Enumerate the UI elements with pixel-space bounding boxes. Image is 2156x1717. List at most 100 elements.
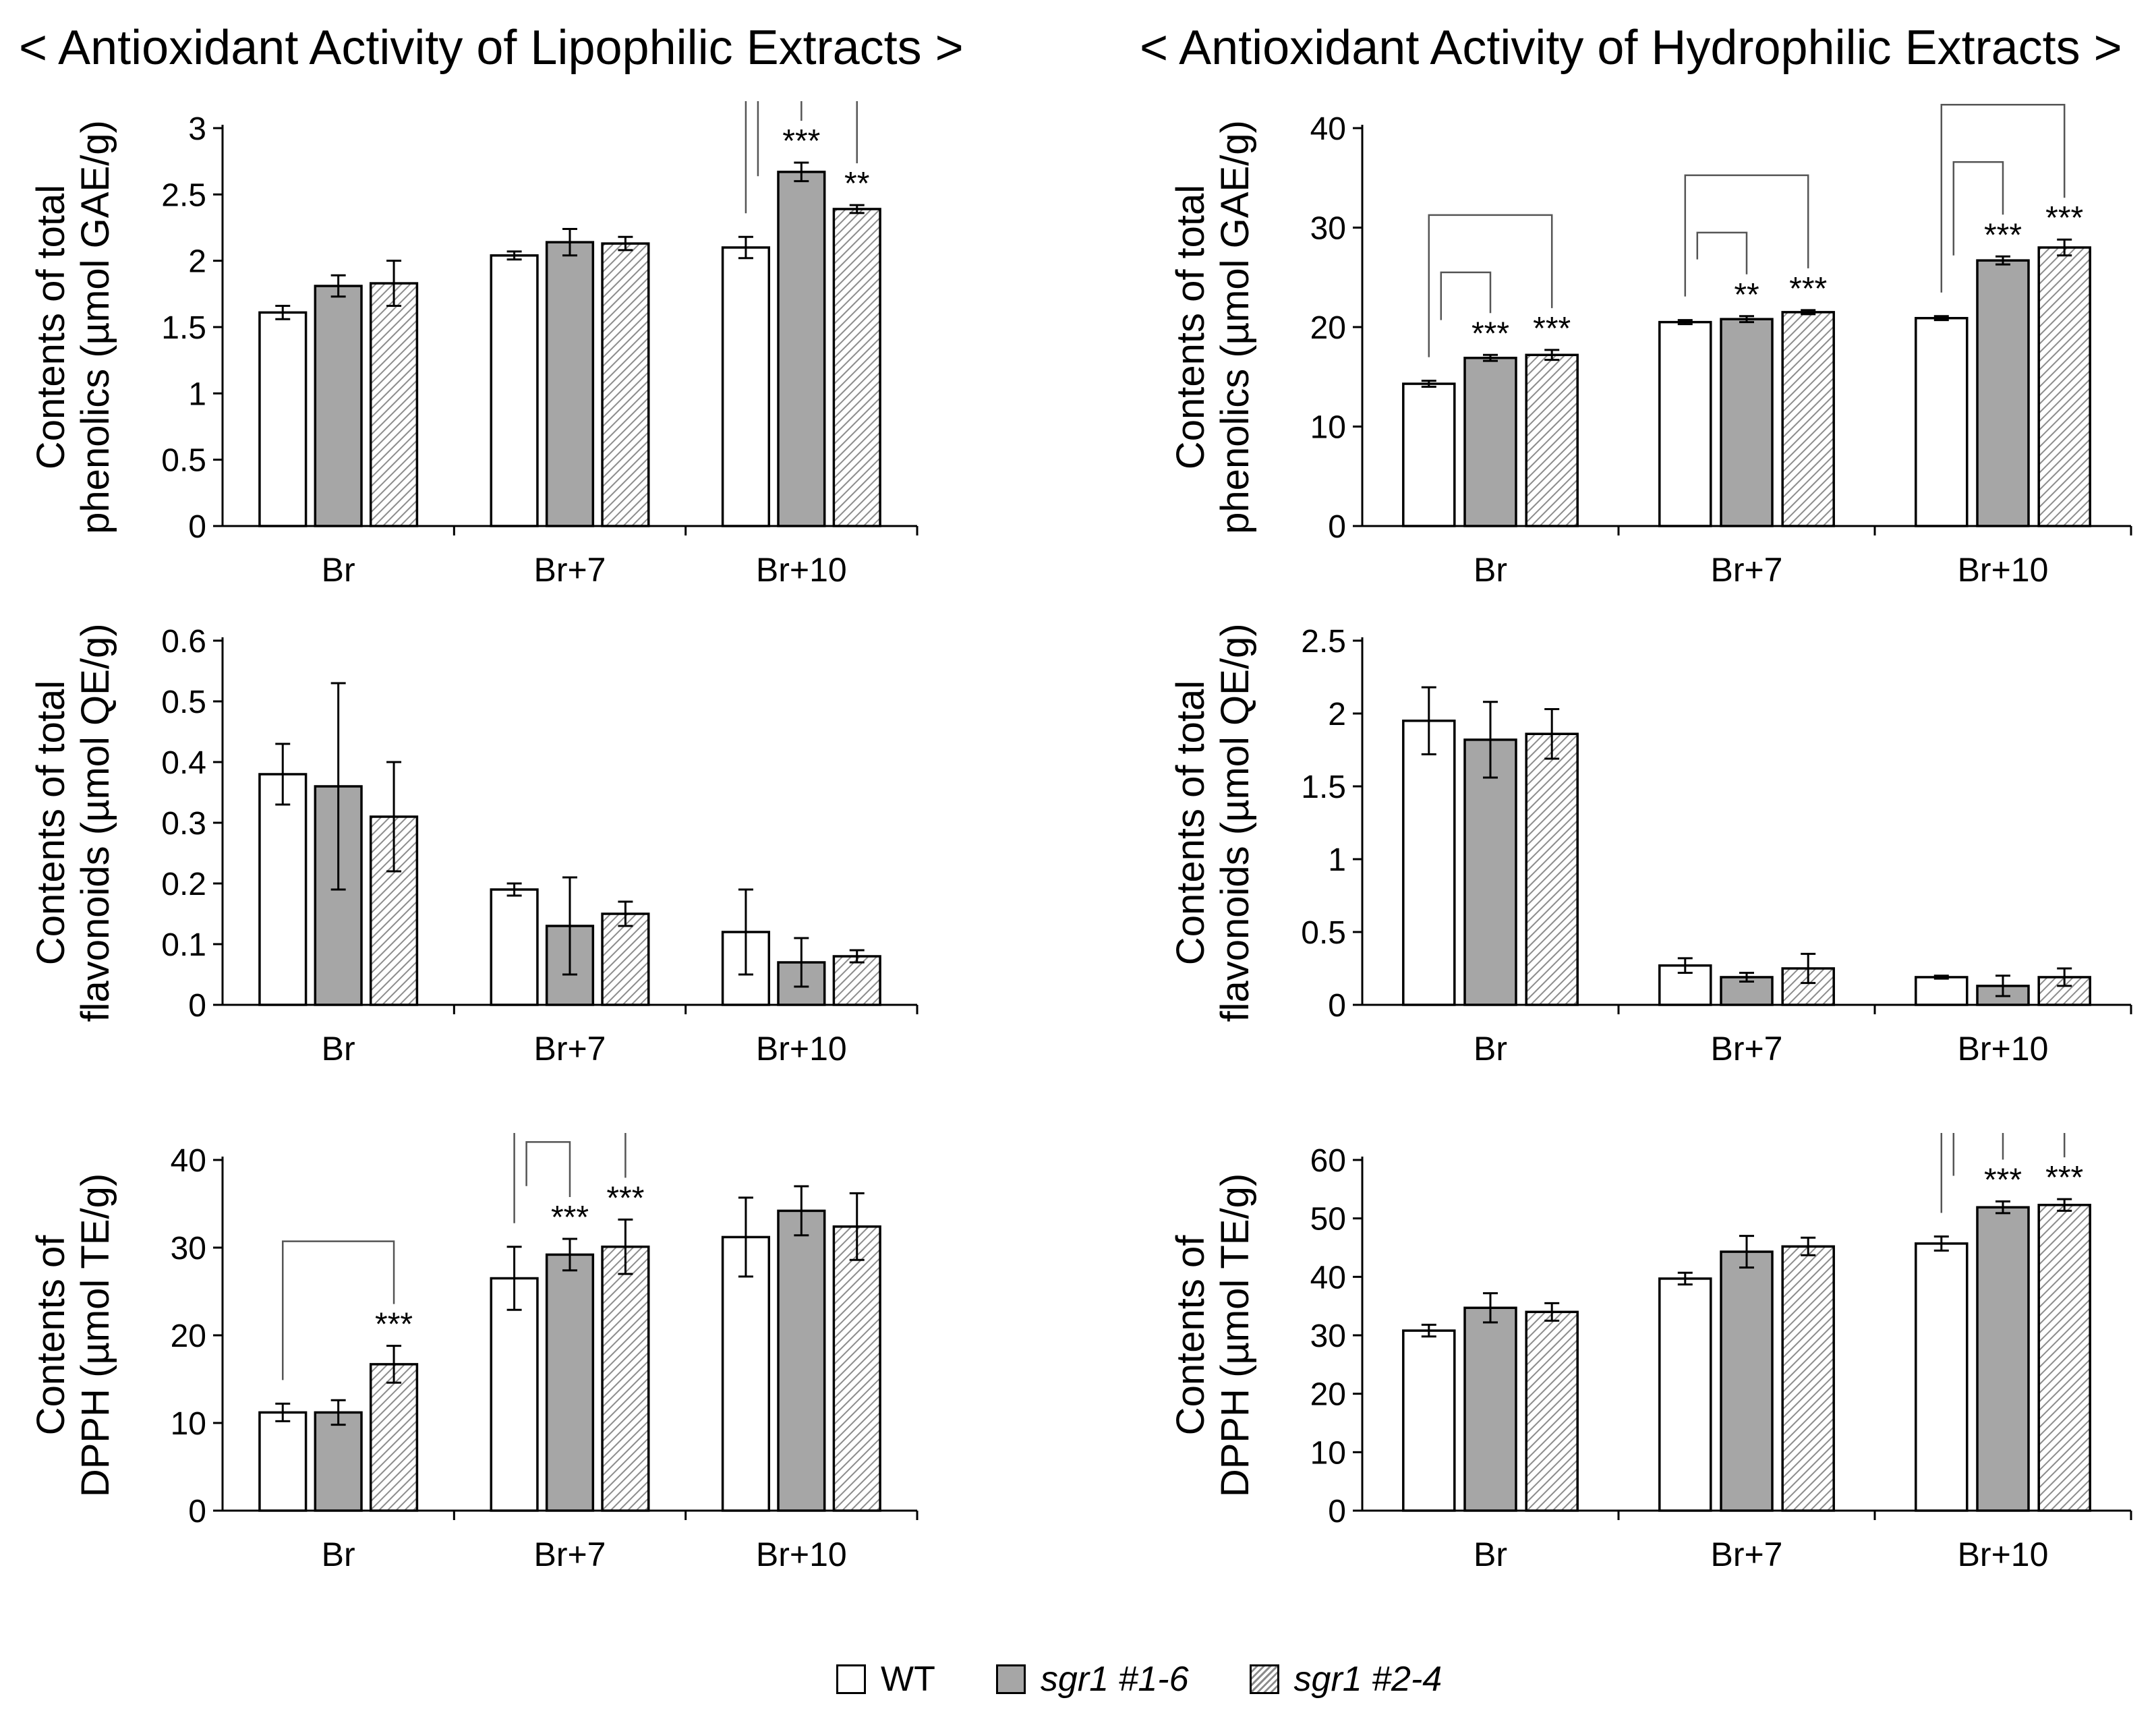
- y-axis-label-line: DPPH (µmol TE/g): [1213, 1173, 1257, 1497]
- error-bar: [849, 949, 865, 964]
- y-tick-label: 0.3: [161, 806, 206, 842]
- bar-sgr1-24-br: [1525, 1310, 1579, 1512]
- y-tick-label: 0.2: [161, 867, 206, 902]
- bar-wt-br: [1402, 720, 1456, 1006]
- bar-sgr1-16-brplus7: [545, 1253, 595, 1512]
- bar-sgr1-24-brplus7: [601, 912, 650, 1006]
- significance-bracket: [745, 101, 858, 214]
- legend-label-sgr1-16: sgr1 #1-6: [1040, 1660, 1189, 1699]
- y-tick-label: 0: [188, 1494, 206, 1530]
- error-bar: [1421, 686, 1436, 755]
- error-bar: [1995, 974, 2010, 997]
- bar-wt-brplus7: [1658, 1277, 1712, 1512]
- y-tick-label: 60: [1310, 1143, 1346, 1179]
- legend-label-wt: WT: [881, 1660, 935, 1699]
- x-tick-label: Br+7: [1710, 1030, 1782, 1068]
- error-bar: [1677, 957, 1693, 974]
- x-tick-label: Br: [1474, 1030, 1507, 1068]
- x-tick-label: Br+7: [533, 1030, 606, 1068]
- error-bar: [1933, 1235, 1949, 1252]
- error-bar: [1933, 315, 1949, 322]
- bar-sgr1-16-brplus10: [777, 171, 826, 527]
- bar-wt-brplus10: [721, 246, 771, 527]
- chart-svg-hydro-phenolics: Contents of totalphenolics (µmol GAE/g) 0…: [1169, 103, 2132, 589]
- error-bar: [275, 1402, 291, 1422]
- y-axis-label-line: Contents of total: [1169, 185, 1213, 469]
- y-tick-label: 30: [1310, 1318, 1346, 1354]
- y-tick-label: 10: [1310, 410, 1346, 446]
- significance-stars: ***: [2045, 200, 2083, 236]
- significance-bracket: [1952, 161, 2004, 256]
- significance-stars: **: [1734, 277, 1759, 313]
- significance-bracket: [1428, 214, 1553, 357]
- error-bar: [738, 235, 753, 260]
- error-bar: [506, 250, 522, 261]
- chart-hydro-phenolics: Contents of totalphenolics (µmol GAE/g) 0…: [1140, 101, 2151, 614]
- y-axis-label: Contents of totalflavonoids (µmol QE/g): [1169, 623, 1257, 1022]
- x-tick-label: Br+7: [1710, 1536, 1782, 1573]
- significance-bracket: [1940, 1133, 2066, 1213]
- y-tick-label: 0.1: [161, 927, 206, 963]
- error-bar: [1483, 353, 1498, 362]
- error-bar: [738, 1196, 753, 1278]
- significance-stars: ***: [606, 1180, 644, 1216]
- legend-item-sgr1-16: sgr1 #1-6: [995, 1659, 1189, 1699]
- y-tick-label: 0: [188, 988, 206, 1024]
- y-tick-label: 20: [1310, 1377, 1346, 1413]
- error-bar: [330, 1399, 346, 1426]
- y-tick-label: 10: [1310, 1435, 1346, 1471]
- bar-sgr1-24-brplus10: [832, 208, 881, 527]
- error-bar: [562, 1238, 577, 1272]
- y-axis-label: Contents ofDPPH (µmol TE/g): [1169, 1173, 1257, 1497]
- legend-swatch-wt: [836, 1664, 866, 1694]
- significance-stars: ***: [1533, 311, 1571, 347]
- error-bar: [1739, 315, 1754, 324]
- error-bar: [275, 743, 291, 806]
- bar-sgr1-24-br: [369, 1363, 419, 1512]
- significance-stars: ***: [1984, 1163, 2022, 1198]
- bar-wt-brplus10: [1915, 316, 1969, 527]
- significance-bracket: [1684, 174, 1809, 297]
- y-tick-label: 0.4: [161, 745, 206, 781]
- significance-stars: ***: [1472, 316, 1509, 351]
- y-axis-label-line: Contents of: [1169, 1235, 1213, 1436]
- error-bar: [506, 882, 522, 897]
- bar-sgr1-16-br: [1463, 1306, 1517, 1512]
- y-tick-label: 50: [1310, 1202, 1346, 1238]
- y-axis-label-line: DPPH (µmol TE/g): [74, 1173, 117, 1497]
- chart-lipo-dpph: Contents ofDPPH (µmol TE/g) 0 10 20 30 40 Br Br…: [0, 1133, 1072, 1646]
- y-axis-label-line: Contents of total: [29, 680, 73, 965]
- chart-hydro-flavonoids: Contents of totalflavonoids (µmol QE/g) 0…: [1140, 614, 2151, 1126]
- hydrophilic-section-title: < Antioxidant Activity of Hydrophilic Ex…: [1140, 21, 2122, 75]
- bar-wt-brplus7: [490, 1277, 539, 1512]
- bar-sgr1-16-brplus7: [1720, 1250, 1774, 1512]
- chart-lipo-phenolics: Contents of totalphenolics (µmol GAE/g) 0…: [0, 101, 1072, 614]
- bar-sgr1-24-br: [1525, 732, 1579, 1006]
- y-tick-label: 30: [1310, 211, 1346, 247]
- y-tick-label: 20: [171, 1318, 206, 1354]
- error-bar: [386, 260, 402, 308]
- bar-sgr1-24-br: [369, 282, 419, 527]
- significance-stars: ***: [1984, 217, 2022, 253]
- y-tick-label: 2: [1328, 697, 1346, 732]
- bar-sgr1-24-br: [1525, 353, 1579, 527]
- x-tick-label: Br+7: [1710, 551, 1782, 589]
- x-tick-label: Br+10: [1958, 1536, 2049, 1573]
- x-tick-label: Br+7: [533, 1536, 606, 1573]
- y-tick-label: 0.5: [161, 685, 206, 720]
- y-tick-label: 0: [1328, 509, 1346, 545]
- significance-stars: ***: [782, 123, 820, 159]
- y-axis-label-line: flavonoids (µmol QE/g): [74, 623, 117, 1022]
- y-tick-label: 0: [188, 509, 206, 545]
- chart-svg-hydro-flavonoids: Contents of totalflavonoids (µmol QE/g) 0…: [1169, 623, 2132, 1068]
- significance-bracket: [1440, 271, 1492, 320]
- y-tick-label: 1.5: [161, 310, 206, 346]
- error-bar: [794, 1185, 809, 1237]
- error-bar: [506, 1246, 522, 1311]
- error-bar: [618, 900, 633, 927]
- error-bar: [386, 761, 402, 873]
- legend-item-wt: WT: [836, 1659, 935, 1699]
- x-tick-label: Br: [1474, 551, 1507, 589]
- bar-wt-br: [1402, 382, 1456, 527]
- significance-bracket: [513, 1133, 627, 1223]
